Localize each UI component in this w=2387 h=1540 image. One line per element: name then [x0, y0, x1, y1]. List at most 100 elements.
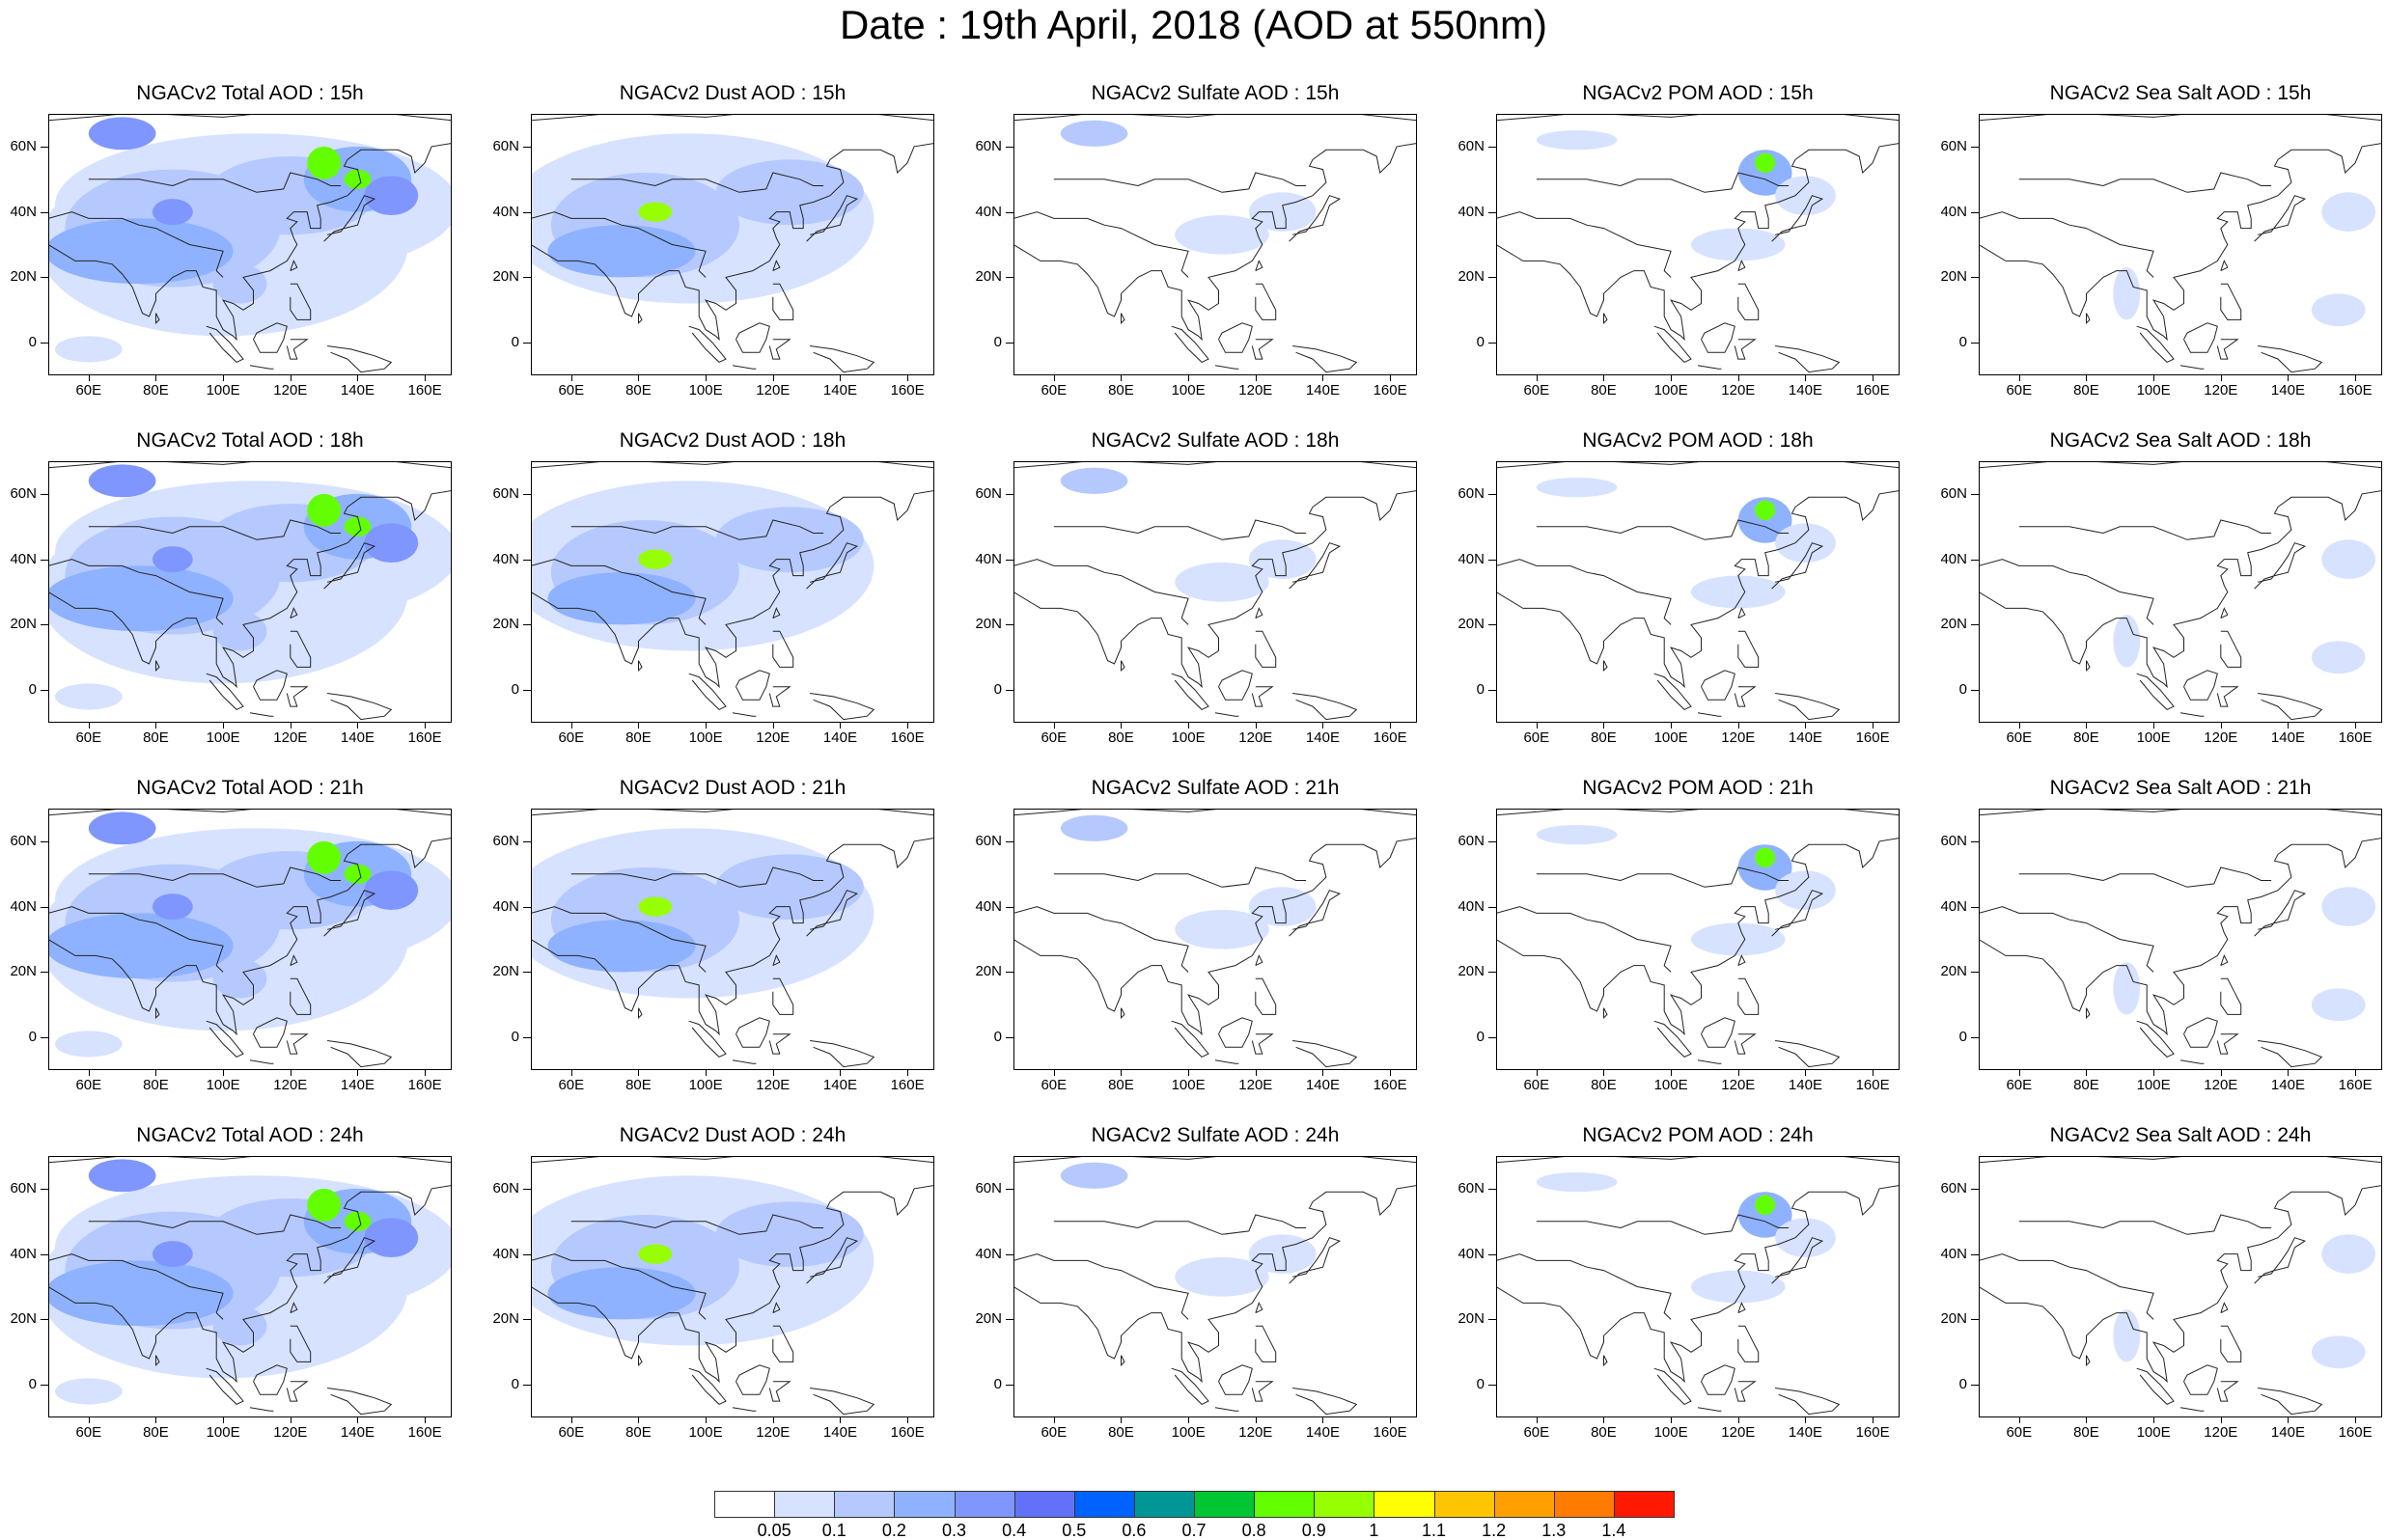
coastline-6: [772, 630, 794, 668]
x-tick-label: 80E: [1108, 382, 1134, 399]
aod-region-3: [1691, 228, 1786, 261]
coastline-10: [1734, 1381, 1757, 1402]
coastline-0: [1979, 490, 2382, 689]
map-panel-total-21h: NGACv2 Total AOD : 21h 60N 40N 20N 0 60E 80E 10…: [0, 777, 483, 1114]
y-tick: [1488, 972, 1496, 974]
aod-region-6: [88, 464, 156, 498]
aod-map: [1013, 114, 1417, 373]
y-tick: [1488, 146, 1496, 148]
coastline-8: [249, 712, 274, 717]
aod-map: [1496, 114, 1900, 373]
aod-region-0: [1060, 1162, 1128, 1189]
y-tick-label: 0: [993, 681, 1002, 699]
y-tick: [1006, 690, 1013, 692]
aod-region-3: [48, 913, 234, 979]
coastline-3: [88, 1214, 342, 1235]
x-tick: [638, 1070, 640, 1076]
x-tick: [706, 1070, 708, 1076]
map-plot-area: [1496, 809, 1900, 1070]
y-tick: [523, 343, 531, 344]
x-tick: [88, 1070, 90, 1076]
coastline-2: [1496, 559, 1672, 625]
x-tick-label: 80E: [1591, 729, 1617, 746]
colorbar-swatch: [774, 1491, 836, 1518]
aod-region-0: [2321, 1234, 2376, 1274]
x-tick: [1873, 1070, 1874, 1076]
y-tick-label: 20N: [10, 616, 37, 633]
aod-region-0: [1060, 467, 1128, 494]
x-tick: [357, 1417, 359, 1423]
x-tick-label: 100E: [1653, 729, 1688, 746]
x-tick-label: 100E: [688, 382, 723, 399]
coastline-8: [1697, 1059, 1722, 1064]
x-tick-label: 80E: [143, 729, 169, 746]
x-tick: [2288, 375, 2290, 381]
coastline-3: [1536, 1214, 1790, 1235]
y-tick-label: 20N: [10, 268, 37, 286]
y-tick: [1971, 972, 1979, 974]
y-tick-label: 60N: [492, 832, 519, 849]
y-tick-label: 0: [28, 334, 37, 351]
aod-region-4: [1536, 477, 1618, 498]
y-tick: [1006, 277, 1013, 279]
coastline-4: [806, 1237, 859, 1284]
coastline-9: [736, 322, 770, 353]
coastline-6: [290, 977, 312, 1015]
x-tick: [1805, 1070, 1807, 1076]
y-tick-label: 0: [1476, 334, 1485, 351]
x-tick-label: 160E: [890, 729, 925, 746]
x-tick: [907, 375, 909, 381]
x-tick: [1873, 375, 1874, 381]
x-tick-label: 100E: [2136, 382, 2171, 399]
coastline-10: [286, 686, 309, 707]
aod-region-9: [344, 864, 372, 884]
aod-map: [1013, 809, 1417, 1068]
colorbar-label: 1: [1369, 1521, 1379, 1540]
x-tick: [2086, 723, 2088, 729]
x-tick: [155, 1417, 157, 1423]
coastline-5: [290, 607, 298, 619]
x-tick-label: 160E: [407, 1424, 442, 1441]
y-tick-label: 0: [511, 334, 519, 351]
map-panel-seasalt-21h: NGACv2 Sea Salt AOD : 21h 60N 40N 20N 0 60E 80…: [1930, 777, 2387, 1114]
coastline-1: [1013, 114, 1417, 122]
coastline-12: [1121, 1007, 1125, 1019]
y-tick-label: 40N: [975, 897, 1002, 915]
x-tick: [1053, 723, 1055, 729]
aod-region-4: [715, 159, 864, 226]
coastline-12: [638, 313, 643, 324]
y-tick: [1971, 906, 1979, 908]
x-tick: [357, 1070, 359, 1076]
x-tick: [638, 375, 640, 381]
colorbar-label: 0.7: [1181, 1521, 1207, 1540]
y-tick: [41, 906, 48, 908]
panel-title: NGACv2 Dust AOD : 24h: [619, 1124, 847, 1146]
x-tick-label: 60E: [75, 1424, 102, 1441]
y-tick-label: 0: [511, 1029, 519, 1046]
y-tick: [523, 972, 531, 974]
y-tick-label: 0: [1958, 1029, 1967, 1046]
x-tick-label: 60E: [1523, 729, 1550, 746]
aod-map: [1013, 461, 1417, 721]
aod-map: [531, 461, 934, 721]
coastline-12: [155, 1355, 160, 1366]
x-tick-label: 120E: [1721, 729, 1756, 746]
x-tick-label: 140E: [2270, 1077, 2305, 1093]
aod-map: [531, 809, 934, 1068]
coastline-4: [323, 542, 376, 590]
y-tick: [1971, 1385, 1979, 1387]
aod-region-9: [344, 516, 372, 536]
coastline-11: [2258, 1040, 2323, 1068]
y-tick-label: 40N: [492, 203, 519, 220]
x-tick-label: 140E: [2270, 382, 2305, 399]
x-tick: [1603, 723, 1605, 729]
coastline-3: [88, 866, 342, 888]
aod-region-3: [638, 202, 673, 222]
aod-region-7: [152, 1241, 193, 1268]
x-tick-label: 60E: [1523, 1077, 1550, 1093]
aod-region-2: [1248, 887, 1317, 926]
colorbar-swatch: [1254, 1491, 1316, 1518]
x-tick-label: 140E: [340, 382, 375, 399]
x-tick-label: 80E: [1591, 1077, 1617, 1093]
x-tick-label: 140E: [1305, 1424, 1340, 1441]
